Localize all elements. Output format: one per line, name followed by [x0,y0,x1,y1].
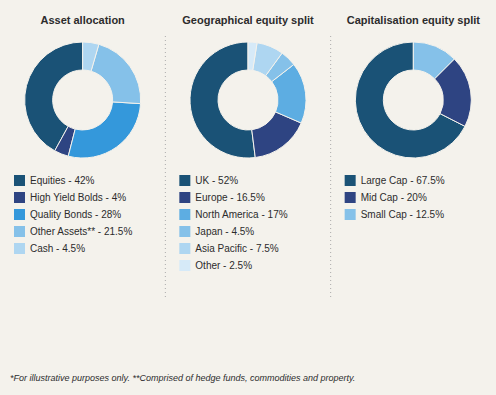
legend-swatch [14,243,25,254]
legend-swatch [179,260,190,271]
chart-title: Asset allocation [40,14,125,26]
legend-label: Large Cap - 67.5% [361,175,445,186]
donut-slice [248,42,257,70]
legend-swatch [179,226,190,237]
legend-swatch [179,175,190,186]
background [0,0,496,395]
donut-slice [253,43,282,76]
legend-label: Other Assets** - 21.5% [30,226,132,237]
legend-swatch [14,175,25,186]
legend-label: Mid Cap - 20% [361,192,427,203]
legend-label: Cash - 4.5% [30,243,85,254]
chart-panel: Geographical equity split UK - 52% Europe … [179,14,314,271]
legend-label: Europe - 16.5% [195,192,265,203]
legend-label: Japan - 4.5% [195,226,254,237]
chart-panel: Asset allocation Equities - 42% High Yield… [14,14,141,254]
divider [330,36,331,300]
legend-label: Small Cap - 12.5% [361,209,444,220]
donut-slice [190,42,255,158]
legend-swatch [179,209,190,220]
chart: Asset allocation Equities - 42% High Yield… [0,0,496,395]
legend-swatch [345,192,356,203]
chart-panel: Capitalisation equity split Large Cap - 6… [345,14,481,220]
legend-swatch [14,209,25,220]
divider [165,36,166,300]
legend-swatch [345,175,356,186]
chart-title: Geographical equity split [182,14,314,26]
legend-label: High Yield Bolds - 4% [30,192,126,203]
legend-swatch [14,192,25,203]
legend-label: Other - 2.5% [195,260,252,271]
legend-swatch [14,226,25,237]
legend: Equities - 42% High Yield Bolds - 4% Quali… [14,175,132,254]
legend-swatch [179,192,190,203]
footnote: *For illustrative purposes only. **Compr… [10,373,355,383]
legend-swatch [345,209,356,220]
legend-label: Quality Bonds - 28% [30,209,121,220]
chart-title: Capitalisation equity split [347,14,481,26]
legend-label: Equities - 42% [30,175,95,186]
donut-slice [83,42,99,71]
donut-slice [413,42,454,79]
legend-label: Asia Pacific - 7.5% [195,243,278,254]
legend: UK - 52% Europe - 16.5% North America - 17… [179,175,287,271]
legend: Large Cap - 67.5% Mid Cap - 20% Small Cap … [345,175,445,220]
donut-slice [91,44,141,103]
donut-slice [68,102,140,158]
legend-swatch [179,243,190,254]
legend-label: North America - 17% [195,209,287,220]
legend-label: UK - 52% [195,175,238,186]
